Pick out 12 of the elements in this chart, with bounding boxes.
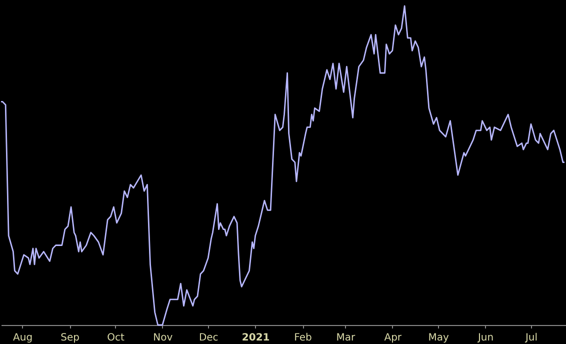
x-tick-label: Apr [384,332,402,344]
x-tick-label: Feb [294,332,312,344]
x-tick-label: Dec [198,332,218,344]
x-tick-label: Mar [336,332,356,344]
x-tick-label: Sep [60,332,80,344]
x-tick-label: Aug [13,332,33,344]
x-tick-label: Oct [107,332,124,344]
x-tick-label: Jul [524,332,538,344]
x-tick-label: Jun [476,332,494,344]
x-tick-label: 2021 [242,332,270,344]
x-tick-label: May [428,332,449,344]
x-tick-label: Nov [153,332,173,344]
